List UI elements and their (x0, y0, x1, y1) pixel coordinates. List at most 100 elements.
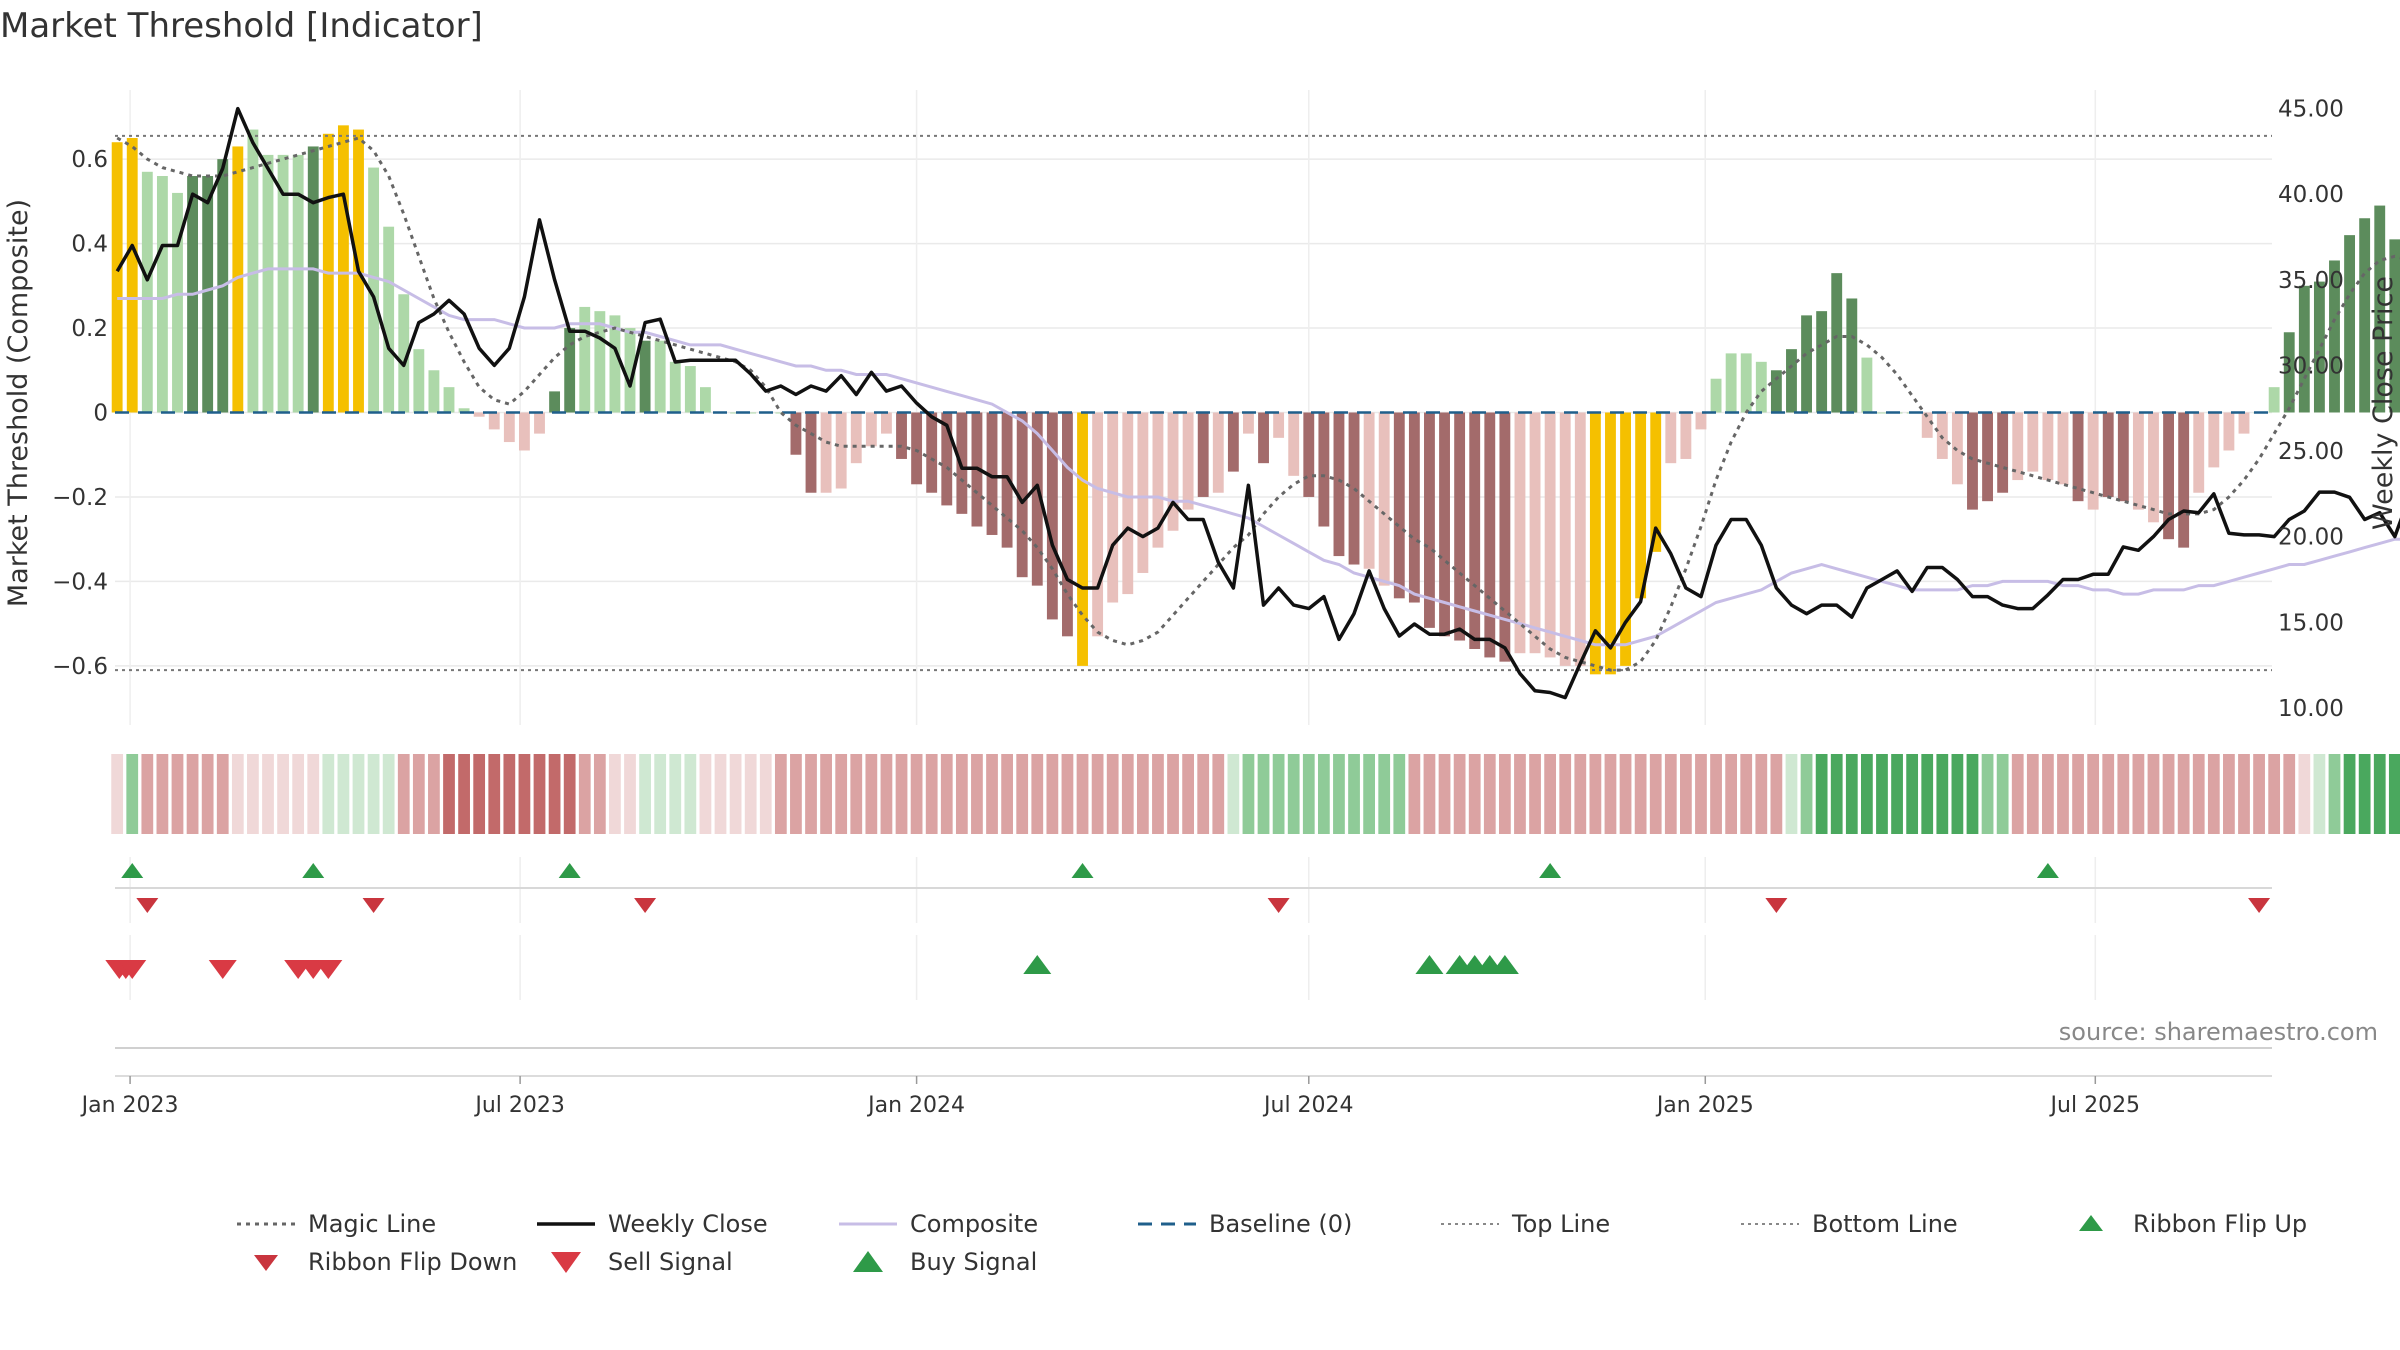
ribbon-cell (1906, 754, 1919, 834)
composite-bar (232, 146, 244, 413)
ribbon-cell (1378, 754, 1391, 834)
ribbon-flip-down-marker (362, 898, 385, 913)
composite-bar (881, 412, 892, 434)
buy-signal-marker (1490, 955, 1519, 974)
ribbon-cell (986, 754, 998, 834)
ribbon-cell (2253, 754, 2265, 834)
composite-bar (639, 340, 651, 413)
ribbon-cell (563, 754, 576, 834)
right-tick-label: 45.00 (2278, 97, 2344, 123)
ribbon-cell (2343, 754, 2356, 834)
ribbon-cell (1408, 754, 1421, 834)
composite-bar (2027, 412, 2039, 472)
composite-bar (745, 412, 757, 414)
ribbon-cell (1921, 754, 1934, 834)
ribbon-cell (1348, 754, 1360, 834)
ribbon-cell (1468, 754, 1481, 834)
ribbon-cell (2057, 754, 2069, 834)
ribbon-cell (654, 754, 667, 834)
ribbon-flip-down-marker (136, 898, 159, 913)
composite-bar (1333, 412, 1345, 557)
sell-signal-marker (208, 960, 237, 979)
ribbon-cell (1302, 754, 1315, 834)
ribbon-cell (1574, 754, 1587, 834)
composite-bar (2072, 412, 2084, 502)
ribbon-cell (850, 754, 863, 834)
composite-bar (2283, 332, 2295, 413)
ribbon-cell (548, 754, 561, 834)
legend: Magic Line Weekly Close Composite Baseline … (237, 1210, 2307, 1276)
ribbon-cell (1136, 754, 1149, 834)
ribbon-cell (1257, 754, 1270, 834)
ribbon-cell (639, 754, 651, 834)
composite-bar (926, 412, 938, 493)
ribbon-flip-up-marker (121, 863, 144, 878)
composite-bar (1212, 412, 1224, 493)
ribbon-cell (518, 754, 531, 834)
ribbon-flip-up-marker (558, 863, 581, 878)
ribbon-cell (1152, 754, 1164, 834)
ribbon-cell (2298, 754, 2311, 834)
legend-label: Buy Signal (910, 1248, 1037, 1276)
ribbon-cell (352, 754, 365, 834)
composite-bar (368, 167, 380, 413)
ribbon-cell (955, 754, 968, 834)
sell-signal-marker (314, 960, 343, 979)
composite-bar (594, 311, 606, 413)
legend-item: Weekly Close (537, 1210, 768, 1238)
ribbon-cell (1483, 754, 1496, 834)
ribbon-cell (1544, 754, 1557, 834)
ribbon-cell (1016, 754, 1029, 834)
composite-bar (911, 412, 923, 485)
composite-bar (172, 192, 183, 413)
right-tick-label: 35.00 (2278, 268, 2344, 294)
composite-bar (1725, 353, 1737, 413)
ribbon-flip-down-marker (1765, 898, 1788, 913)
composite-bar (699, 387, 711, 413)
flip-panel (115, 857, 2272, 923)
composite-bar (1227, 412, 1239, 472)
ribbon-cell (2268, 754, 2281, 834)
composite-bar (1514, 412, 1526, 654)
ribbon-cell (1272, 754, 1285, 834)
composite-bar (1273, 412, 1285, 438)
composite-bar (1288, 412, 1300, 476)
ribbon-cell (201, 754, 214, 834)
ribbon-cell (609, 754, 621, 834)
signal-panel (105, 935, 2097, 1000)
composite-bar (1801, 315, 1812, 413)
ribbon-cell (1393, 754, 1406, 834)
legend-label: Magic Line (308, 1210, 436, 1238)
ribbon-cell (2011, 754, 2024, 834)
legend-item: Ribbon Flip Up (2079, 1210, 2307, 1238)
composite-bar (835, 412, 847, 489)
chart-title: Market Threshold [Indicator] (0, 6, 483, 46)
ribbon-cell (2072, 754, 2084, 834)
x-tick-label: Jan 2023 (80, 1093, 179, 1118)
composite-bar (473, 412, 485, 417)
composite-line (117, 267, 2400, 647)
legend-label: Composite (910, 1210, 1038, 1238)
composite-bar (1363, 412, 1375, 569)
composite-bar (1469, 412, 1481, 649)
composite-bar (730, 412, 742, 414)
ribbon-cell (940, 754, 953, 834)
composite-bar (1016, 412, 1028, 578)
legend-item: Sell Signal (551, 1248, 733, 1276)
composite-bar (1559, 412, 1571, 666)
composite-bar (2117, 412, 2129, 502)
ribbon-cell (1498, 754, 1511, 834)
composite-bar (1635, 412, 1647, 599)
composite-bar (2163, 412, 2174, 540)
ribbon-cell (1891, 754, 1903, 834)
composite-bar (2344, 235, 2356, 413)
composite-bar (1755, 361, 1767, 413)
ribbon-cell (1167, 754, 1179, 834)
ribbon-cell (1197, 754, 1210, 834)
ribbon-cell (1287, 754, 1300, 834)
ribbon-cell (1559, 754, 1572, 834)
ribbon-cell (2192, 754, 2205, 834)
legend-item: Magic Line (237, 1210, 436, 1238)
ribbon-cell (1981, 754, 1994, 834)
ribbon-cell (503, 754, 516, 834)
